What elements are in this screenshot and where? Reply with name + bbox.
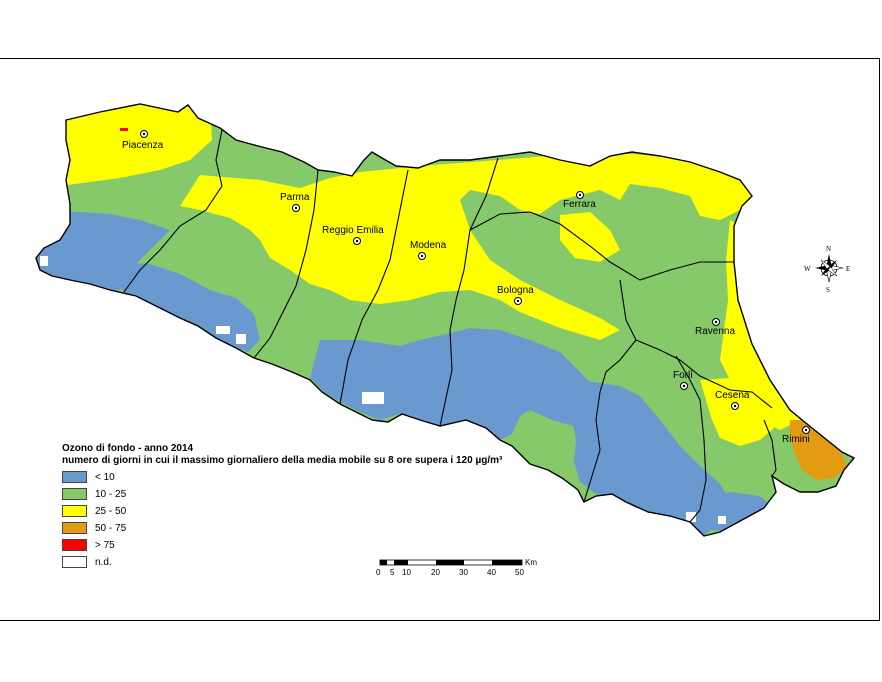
map-frame	[0, 58, 880, 621]
city-label-piacenza: Piacenza	[122, 140, 164, 151]
city-cesena: Cesena	[715, 390, 750, 410]
city-modena: Modena	[410, 240, 447, 260]
boundary-bologna-ravenna	[583, 279, 637, 503]
class-gt-75-spot	[120, 128, 128, 131]
city-forli: Forlì	[673, 370, 693, 390]
legend-subtitle: numero di giorni in cui il massimo giorn…	[62, 455, 503, 466]
scale-unit: Km	[525, 558, 537, 567]
boundary-rimini	[763, 419, 777, 477]
city-label-forli: Forlì	[673, 370, 693, 381]
city-label-rimini: Rimini	[782, 434, 810, 445]
legend: Ozono di fondo - anno 2014 numero di gio…	[62, 443, 503, 568]
scale-tick-50: 50	[515, 568, 524, 577]
class-50-75-area	[790, 420, 848, 480]
scale-tick-0: 0	[376, 568, 381, 577]
legend-swatch-50-75	[62, 522, 87, 534]
legend-swatch-gt-75	[62, 539, 87, 551]
legend-label-gt-75: > 75	[95, 540, 115, 551]
boundary-modena-bologna	[439, 157, 499, 427]
region-outline	[35, 103, 856, 537]
city-label-ravenna: Ravenna	[695, 326, 735, 337]
city-label-modena: Modena	[410, 240, 447, 251]
legend-swatch-nd	[62, 556, 87, 568]
scale-tick-10: 10	[402, 568, 411, 577]
class-25-50-area	[60, 104, 800, 446]
city-markers: Piacenza Parma Reggio Emilia Modena Ferr…	[122, 130, 810, 445]
compass-s: S	[826, 286, 830, 294]
legend-title: Ozono di fondo - anno 2014	[62, 443, 194, 454]
city-parma: Parma	[280, 192, 310, 212]
city-ferrara: Ferrara	[563, 191, 596, 210]
legend-label-nd: n.d.	[95, 557, 112, 568]
compass-n: N	[826, 245, 831, 253]
city-ravenna: Ravenna	[695, 318, 735, 337]
legend-label-50-75: 50 - 75	[95, 523, 127, 534]
compass-e: E	[846, 265, 850, 273]
city-reggio-emilia: Reggio Emilia	[322, 225, 384, 245]
scale-bar: 0 5 10 20 30 40 50 Km	[376, 558, 537, 577]
city-label-parma: Parma	[280, 192, 310, 203]
boundary-piacenza-parma	[123, 129, 223, 293]
boundary-ferrara	[469, 211, 734, 281]
city-label-bologna: Bologna	[497, 285, 534, 296]
city-piacenza: Piacenza	[122, 130, 164, 151]
province-boundaries	[123, 129, 777, 523]
city-label-reggio-emilia: Reggio Emilia	[322, 225, 384, 236]
class-nd-areas	[40, 256, 726, 524]
city-rimini: Rimini	[782, 426, 810, 445]
legend-label-10-25: 10 - 25	[95, 489, 127, 500]
boundary-parma-reggio	[253, 169, 319, 359]
compass-rose-icon: N S E W	[804, 245, 850, 294]
legend-swatch-10-25	[62, 488, 87, 500]
legend-label-lt-10: < 10	[95, 472, 115, 483]
scale-tick-5: 5	[390, 568, 395, 577]
boundary-forli-south	[675, 355, 707, 523]
boundary-reggio-modena	[339, 169, 409, 405]
legend-swatch-25-50	[62, 505, 87, 517]
city-label-cesena: Cesena	[715, 390, 750, 401]
ozone-raster	[36, 104, 854, 536]
boundary-ravenna-forli	[635, 339, 773, 409]
compass-w: W	[804, 265, 811, 273]
scale-tick-30: 30	[459, 568, 468, 577]
city-label-ferrara: Ferrara	[563, 199, 596, 210]
legend-swatch-lt-10	[62, 471, 87, 483]
scale-tick-20: 20	[431, 568, 440, 577]
scale-tick-40: 40	[487, 568, 496, 577]
legend-label-25-50: 25 - 50	[95, 506, 127, 517]
city-bologna: Bologna	[497, 285, 534, 305]
class-lt-10-area	[36, 210, 774, 536]
